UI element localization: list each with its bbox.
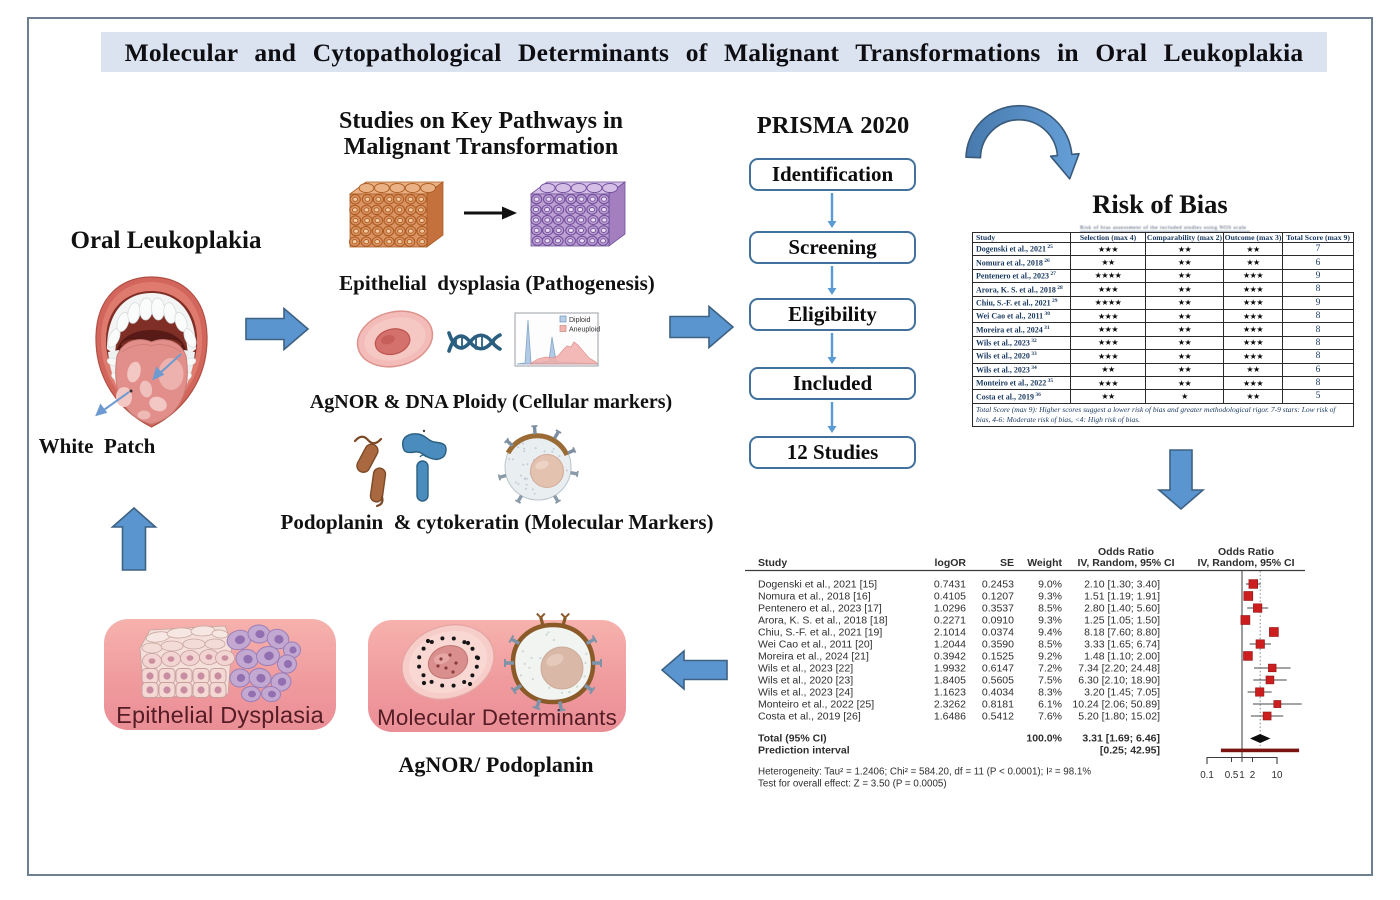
svg-text:0.0910: 0.0910 <box>982 615 1014 627</box>
svg-text:7.5%: 7.5% <box>1038 675 1062 687</box>
svg-text:0.2271: 0.2271 <box>934 615 966 627</box>
svg-text:[0.25; 42.95]: [0.25; 42.95] <box>1100 745 1160 757</box>
svg-text:0.1: 0.1 <box>1200 770 1214 781</box>
svg-text:Arora, K. S. et al., 2018 [18]: Arora, K. S. et al., 2018 [18] <box>758 615 888 627</box>
svg-text:2.3262: 2.3262 <box>934 699 966 711</box>
svg-text:100.0%: 100.0% <box>1026 733 1062 745</box>
svg-text:Weight: Weight <box>1027 557 1062 569</box>
svg-text:0.0374: 0.0374 <box>982 627 1014 639</box>
svg-text:1.25 [1.05; 1.50]: 1.25 [1.05; 1.50] <box>1084 615 1160 627</box>
svg-text:1.51 [1.19; 1.91]: 1.51 [1.19; 1.91] <box>1084 591 1160 603</box>
svg-text:IV, Random, 95% CI: IV, Random, 95% CI <box>1077 557 1174 569</box>
svg-text:Moreira et al., 2024 [21]: Moreira et al., 2024 [21] <box>758 651 869 663</box>
svg-text:9.3%: 9.3% <box>1038 591 1062 603</box>
svg-text:3.20 [1.45; 7.05]: 3.20 [1.45; 7.05] <box>1084 687 1160 699</box>
svg-text:1: 1 <box>1239 770 1244 781</box>
svg-text:2: 2 <box>1250 770 1255 781</box>
svg-text:1.48 [1.10; 2.00]: 1.48 [1.10; 2.00] <box>1084 651 1160 663</box>
svg-text:2.10 [1.30; 3.40]: 2.10 [1.30; 3.40] <box>1084 579 1160 591</box>
svg-text:3.33 [1.65; 6.74]: 3.33 [1.65; 6.74] <box>1084 639 1160 651</box>
svg-text:Wils et al., 2023 [24]: Wils et al., 2023 [24] <box>758 687 853 699</box>
svg-text:Odds Ratio: Odds Ratio <box>1098 546 1154 558</box>
svg-text:7.34 [2.20; 24.48]: 7.34 [2.20; 24.48] <box>1078 663 1160 675</box>
svg-text:0.6147: 0.6147 <box>982 663 1014 675</box>
svg-text:9.2%: 9.2% <box>1038 651 1062 663</box>
svg-text:SE: SE <box>1000 557 1014 569</box>
svg-text:6.1%: 6.1% <box>1038 699 1062 711</box>
svg-text:1.8405: 1.8405 <box>934 675 966 687</box>
svg-text:8.18 [7.60; 8.80]: 8.18 [7.60; 8.80] <box>1084 627 1160 639</box>
svg-text:0.4105: 0.4105 <box>934 591 966 603</box>
svg-text:8.5%: 8.5% <box>1038 603 1062 615</box>
svg-text:0.1525: 0.1525 <box>982 651 1014 663</box>
svg-text:0.8181: 0.8181 <box>982 699 1014 711</box>
svg-text:logOR: logOR <box>935 557 967 569</box>
svg-text:Total (95% CI): Total (95% CI) <box>758 733 827 745</box>
svg-text:0.3537: 0.3537 <box>982 603 1014 615</box>
svg-text:1.0296: 1.0296 <box>934 603 966 615</box>
svg-text:0.1207: 0.1207 <box>982 591 1014 603</box>
svg-text:0.3590: 0.3590 <box>982 639 1014 651</box>
svg-text:10.24 [2.06; 50.89]: 10.24 [2.06; 50.89] <box>1072 699 1160 711</box>
svg-text:5.20 [1.80; 15.02]: 5.20 [1.80; 15.02] <box>1078 711 1160 723</box>
svg-text:Dogenski et al., 2021 [15]: Dogenski et al., 2021 [15] <box>758 579 877 591</box>
svg-text:0.7431: 0.7431 <box>934 579 966 591</box>
svg-text:0.5412: 0.5412 <box>982 711 1014 723</box>
svg-text:Pentenero et al., 2023 [17]: Pentenero et al., 2023 [17] <box>758 603 882 615</box>
svg-text:1.2044: 1.2044 <box>934 639 966 651</box>
svg-text:0.5605: 0.5605 <box>982 675 1014 687</box>
svg-text:9.3%: 9.3% <box>1038 615 1062 627</box>
svg-text:7.2%: 7.2% <box>1038 663 1062 675</box>
svg-text:Wei Cao et al., 2011 [20]: Wei Cao et al., 2011 [20] <box>758 639 873 651</box>
svg-text:Diploid: Diploid <box>569 317 591 324</box>
svg-text:Aneuploid: Aneuploid <box>569 327 600 334</box>
svg-text:Chiu, S.-F. et al., 2021 [19]: Chiu, S.-F. et al., 2021 [19] <box>758 627 882 639</box>
svg-text:Heterogeneity: Tau² = 1.2406;: Heterogeneity: Tau² = 1.2406; Chi² = 584… <box>758 767 1091 778</box>
svg-text:8.5%: 8.5% <box>1038 639 1062 651</box>
svg-text:Wils et al., 2020 [23]: Wils et al., 2020 [23] <box>758 675 853 687</box>
svg-text:Test for overall effect: Z = 3: Test for overall effect: Z = 3.50 (P = 0… <box>758 779 947 790</box>
svg-text:1.1623: 1.1623 <box>934 687 966 699</box>
svg-text:IV, Random, 95% CI: IV, Random, 95% CI <box>1197 557 1294 569</box>
svg-text:Wils et al., 2023 [22]: Wils et al., 2023 [22] <box>758 663 853 675</box>
svg-text:1.9932: 1.9932 <box>934 663 966 675</box>
svg-text:7.6%: 7.6% <box>1038 711 1062 723</box>
svg-text:2.80 [1.40; 5.60]: 2.80 [1.40; 5.60] <box>1084 603 1160 615</box>
svg-text:9.0%: 9.0% <box>1038 579 1062 591</box>
svg-text:0.4034: 0.4034 <box>982 687 1014 699</box>
svg-text:6.30 [2.10; 18.90]: 6.30 [2.10; 18.90] <box>1078 675 1160 687</box>
svg-text:2.1014: 2.1014 <box>934 627 966 639</box>
svg-text:0.5: 0.5 <box>1225 770 1239 781</box>
svg-text:Nomura et al., 2018 [16]: Nomura et al., 2018 [16] <box>758 591 871 603</box>
svg-text:1.6486: 1.6486 <box>934 711 966 723</box>
svg-text:3.31 [1.69; 6.46]: 3.31 [1.69; 6.46] <box>1082 733 1160 745</box>
svg-text:10: 10 <box>1272 770 1283 781</box>
svg-text:8.3%: 8.3% <box>1038 687 1062 699</box>
svg-text:0.3942: 0.3942 <box>934 651 966 663</box>
svg-text:9.4%: 9.4% <box>1038 627 1062 639</box>
svg-text:Monteiro et al., 2022 [25]: Monteiro et al., 2022 [25] <box>758 699 874 711</box>
svg-text:0.2453: 0.2453 <box>982 579 1014 591</box>
svg-text:Odds Ratio: Odds Ratio <box>1218 546 1274 558</box>
svg-text:Costa et al., 2019 [26]: Costa et al., 2019 [26] <box>758 711 861 723</box>
svg-text:Prediction interval: Prediction interval <box>758 745 850 757</box>
svg-text:Study: Study <box>758 557 787 569</box>
